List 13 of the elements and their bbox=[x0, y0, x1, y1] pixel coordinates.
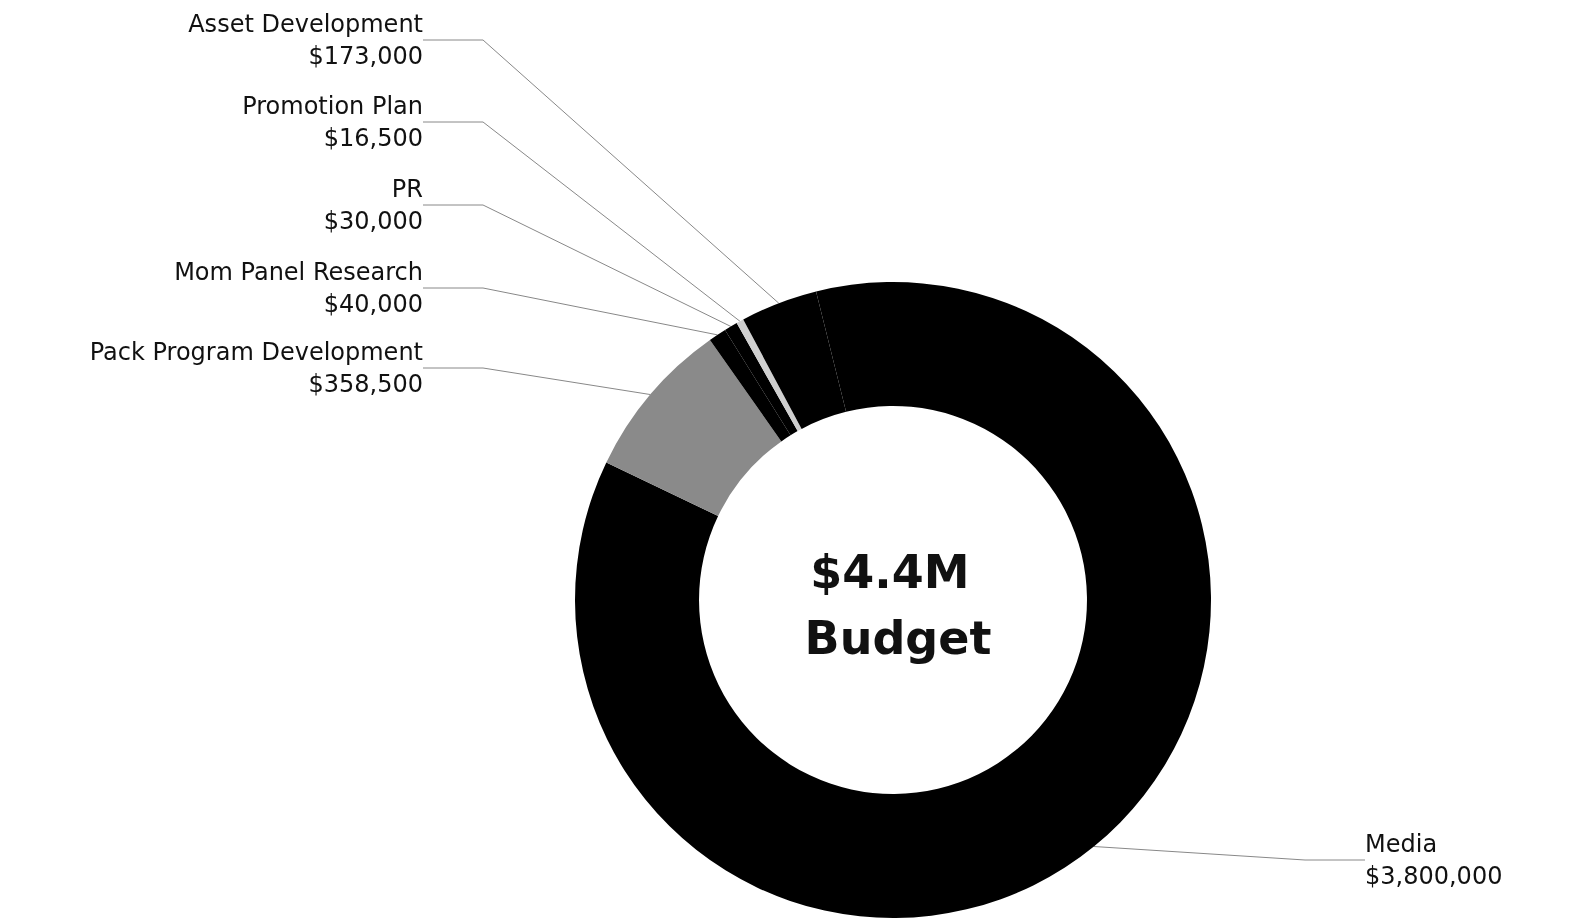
data-label: $40,000 bbox=[323, 290, 423, 318]
slice-label: Pack Program Development bbox=[89, 338, 423, 366]
slice-label: Asset Development bbox=[188, 10, 423, 38]
data-label: $358,500 bbox=[308, 370, 423, 398]
data-label: $30,000 bbox=[323, 207, 423, 235]
data-label: $173,000 bbox=[308, 42, 423, 70]
text: $4.4M Budget bbox=[804, 545, 992, 665]
slice-label: Promotion Plan bbox=[242, 92, 423, 120]
data-label: $16,500 bbox=[323, 124, 423, 152]
slice-label: Media bbox=[1365, 830, 1438, 858]
slice-label: Mom Panel Research bbox=[174, 258, 423, 286]
slice-label: PR bbox=[391, 175, 423, 203]
data-label: $3,800,000 bbox=[1365, 862, 1503, 890]
